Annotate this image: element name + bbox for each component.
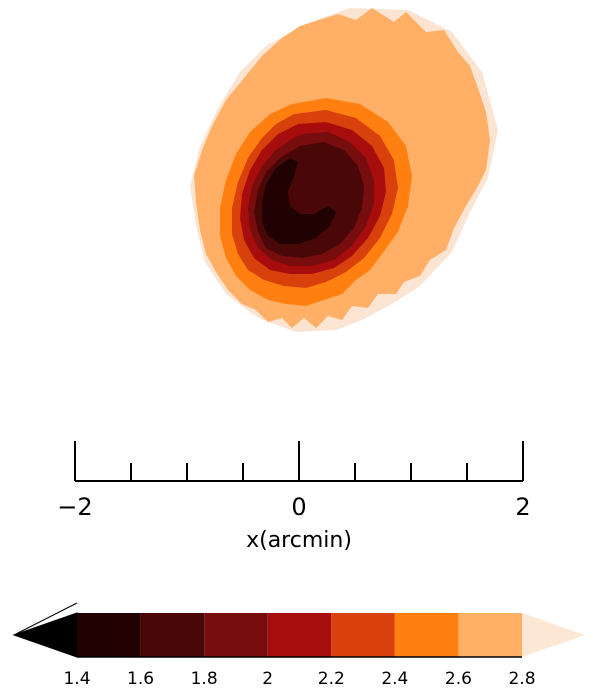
- colorbar-band-2: [204, 613, 268, 657]
- colorbar-over-triangle: [522, 613, 585, 657]
- colorbar-band-3: [267, 613, 332, 657]
- x-axis-ticks: [74, 441, 524, 481]
- colorbar-band-0: [77, 613, 141, 657]
- x-axis-title: x(arcmin): [246, 528, 352, 553]
- colorbar-tick-labels: 1.4 1.6 1.8 2 2.2 2.4 2.6 2.8: [63, 669, 535, 689]
- x-tick-label-2: 2: [515, 493, 530, 521]
- x-axis: −2 0 2 x(arcmin): [57, 441, 531, 553]
- colorbar-under-triangle: [12, 612, 78, 658]
- x-tick-label-0: −2: [57, 493, 92, 521]
- colorbar-tick-label-1: 1.6: [127, 669, 154, 689]
- contour-map: [190, 8, 498, 332]
- colorbar-tick-label-7: 2.8: [508, 669, 535, 689]
- colorbar-tick-label-3: 2: [262, 669, 273, 689]
- x-axis-tick-labels: −2 0 2: [57, 493, 530, 521]
- colorbar-bands: [77, 613, 522, 657]
- colorbar: 1.4 1.6 1.8 2 2.2 2.4 2.6 2.8: [12, 602, 585, 689]
- colorbar-tick-label-2: 1.8: [191, 669, 218, 689]
- colorbar-under-edge: [13, 602, 78, 636]
- colorbar-band-1: [140, 613, 205, 657]
- colorbar-tick-label-4: 2.2: [318, 669, 345, 689]
- colorbar-band-5: [394, 613, 459, 657]
- colorbar-tick-label-6: 2.6: [445, 669, 472, 689]
- colorbar-tick-label-0: 1.4: [63, 669, 90, 689]
- contour-region-1.4: [262, 158, 336, 244]
- colorbar-band-6: [458, 613, 522, 657]
- x-tick-label-1: 0: [291, 493, 306, 521]
- colorbar-tick-label-5: 2.4: [381, 669, 408, 689]
- colorbar-band-4: [331, 613, 395, 657]
